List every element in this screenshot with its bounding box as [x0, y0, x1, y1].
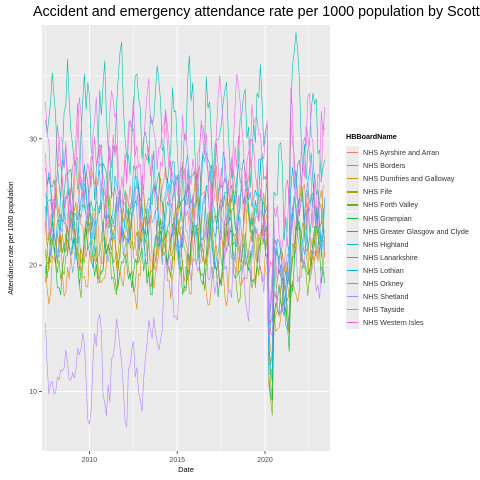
y-tick-label: 20 [29, 263, 37, 270]
legend-item: NHS Grampian [346, 211, 469, 225]
series-line-6 [45, 215, 326, 402]
series-line-13 [45, 74, 326, 323]
legend-key [346, 146, 359, 160]
legend-item: NHS Western Isles [346, 316, 469, 330]
legend-key [346, 198, 359, 212]
legend-label: NHS Fife [363, 187, 393, 197]
axis-layer: 2010 2015 2020 10 20 30 [29, 136, 273, 464]
legend-label: NHS Forth Valley [363, 200, 418, 210]
legend-key [346, 290, 359, 304]
legend-item: NHS Ayrshire and Arran [346, 146, 469, 160]
series-line-12 [45, 194, 326, 428]
legend-key [346, 211, 359, 225]
legend-label: NHS Shetland [363, 292, 409, 302]
legend-item: NHS Shetland [346, 290, 469, 304]
legend-item: NHS Lanarkshire [346, 250, 469, 264]
legend-label: NHS Highland [363, 239, 409, 249]
legend-label: NHS Orkney [363, 278, 404, 288]
x-tick-label: 2010 [82, 457, 98, 464]
series-line-14 [45, 103, 326, 283]
legend-items: NHS Ayrshire and Arran NHS Borders NHS Dum… [346, 146, 469, 330]
legend-item: NHS Fife [346, 185, 469, 199]
legend-item: NHS Tayside [346, 303, 469, 317]
legend-title: HBBoardName [346, 132, 397, 141]
legend-key [346, 172, 359, 186]
x-axis-title: Date [178, 465, 194, 474]
y-tick-label: 10 [29, 389, 37, 396]
legend-key [346, 263, 359, 277]
legend-label: NHS Western Isles [363, 318, 424, 328]
series-line-7 [45, 152, 326, 383]
legend-key [346, 303, 359, 317]
legend-label: NHS Greater Glasgow and Clyde [363, 226, 469, 236]
legend-label: NHS Lothian [363, 265, 404, 275]
legend-label: NHS Lanarkshire [363, 252, 418, 262]
legend-item: NHS Borders [346, 159, 469, 173]
legend-label: NHS Tayside [363, 305, 405, 315]
legend-key [346, 276, 359, 290]
legend-label: NHS Ayrshire and Arran [363, 148, 440, 158]
legend-key [346, 237, 359, 251]
y-axis-title: Attendance rate per 1000 population [8, 181, 15, 294]
series-layer [45, 32, 326, 428]
legend-key [346, 185, 359, 199]
x-tick-label: 2020 [257, 457, 273, 464]
x-tick-label: 2015 [169, 457, 185, 464]
legend-item: NHS Dumfries and Galloway [346, 172, 469, 186]
legend-key [346, 250, 359, 264]
legend: HBBoardName NHS Ayrshire and Arran NHS Bo… [346, 132, 469, 330]
legend-item: NHS Forth Valley [346, 198, 469, 212]
y-tick-label: 30 [29, 136, 37, 143]
legend-key [346, 224, 359, 238]
legend-item: NHS Highland [346, 237, 469, 251]
legend-label: NHS Borders [363, 161, 406, 171]
legend-item: NHS Greater Glasgow and Clyde [346, 224, 469, 238]
chart-title: Accident and emergency attendance rate p… [33, 4, 480, 20]
legend-key [346, 159, 359, 173]
legend-item: NHS Lothian [346, 263, 469, 277]
legend-item: NHS Orkney [346, 276, 469, 290]
legend-label: NHS Dumfries and Galloway [363, 174, 455, 184]
legend-key [346, 316, 359, 330]
legend-label: NHS Grampian [363, 213, 412, 223]
series-line-11 [45, 170, 326, 367]
